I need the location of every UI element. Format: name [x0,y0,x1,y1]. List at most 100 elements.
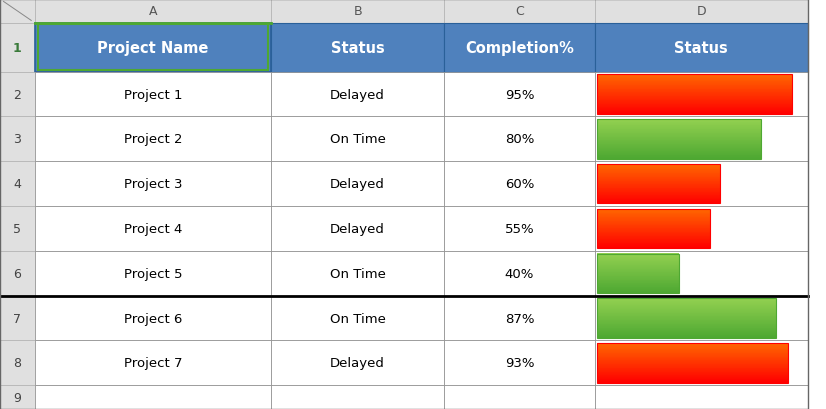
Bar [597,180,720,181]
Text: 40%: 40% [505,267,534,280]
Bar [597,89,792,90]
Bar [595,24,808,72]
Bar [271,296,444,341]
Bar [597,265,679,266]
Bar [597,230,710,231]
Bar [597,374,788,375]
Bar [597,258,679,259]
Bar [35,72,271,117]
Bar [597,100,792,101]
Bar [597,138,762,139]
Bar [597,305,776,306]
Bar [597,155,762,156]
Bar [597,309,776,310]
Bar [597,170,720,171]
Bar [597,215,710,216]
Bar [271,207,444,251]
Bar [597,114,792,115]
Bar [444,72,595,117]
Bar [597,316,776,317]
Bar [597,143,762,144]
Bar [597,78,792,79]
Bar [597,271,679,272]
Bar [597,104,792,105]
Bar [597,212,710,213]
Bar [597,131,762,133]
Bar [597,346,788,347]
Bar [597,169,720,170]
Bar [597,353,788,354]
Bar [597,300,776,301]
Bar [597,236,710,238]
Bar [597,257,679,258]
Bar [444,0,595,24]
Bar [597,214,710,215]
Bar [597,80,792,81]
Bar [597,149,762,150]
Text: D: D [696,5,706,18]
Bar [597,113,792,114]
Bar [597,217,710,218]
Bar [597,171,720,173]
Bar [597,324,776,325]
Bar [597,244,710,245]
Bar [597,282,679,283]
Bar [35,296,271,341]
Bar [597,379,788,380]
Bar [597,376,788,377]
Bar [597,211,710,212]
Bar [597,125,762,126]
Bar [597,240,710,241]
Text: Delayed: Delayed [330,357,385,369]
Bar [597,314,776,315]
Bar [597,307,776,308]
Bar [597,141,762,142]
Bar [597,182,720,183]
Text: Delayed: Delayed [330,222,385,235]
Bar [597,187,720,188]
Bar [597,98,792,99]
Bar [597,144,762,145]
Bar [35,251,271,296]
Bar [597,168,720,169]
Bar [597,329,776,330]
Bar [35,385,271,409]
Bar [597,190,720,191]
Bar [597,363,788,364]
Bar [444,296,595,341]
Bar [597,372,788,373]
Bar [597,165,720,166]
Text: 3: 3 [13,133,21,146]
Bar [597,110,792,111]
Bar [597,218,710,220]
Text: 60%: 60% [505,178,534,191]
Bar [597,309,776,310]
Bar [597,378,788,380]
Bar [597,189,720,191]
Bar [597,313,776,315]
Bar [597,86,792,87]
Bar [597,184,720,185]
Text: C: C [515,5,524,18]
Bar [597,192,720,193]
Bar [597,76,792,77]
Bar [597,129,762,130]
Bar [597,236,710,237]
Bar [597,75,792,76]
Bar [597,146,762,147]
Bar [597,331,776,333]
Text: Status: Status [330,40,385,56]
Bar [597,368,788,369]
Bar [0,251,35,296]
Bar [597,327,776,328]
Bar [597,164,720,165]
Bar [597,272,679,273]
Bar [597,166,720,167]
Bar [597,261,679,262]
Bar [597,106,792,107]
Bar [597,288,679,289]
Bar [597,334,776,335]
Bar [597,198,720,199]
Bar [597,130,762,132]
Bar [597,256,679,257]
